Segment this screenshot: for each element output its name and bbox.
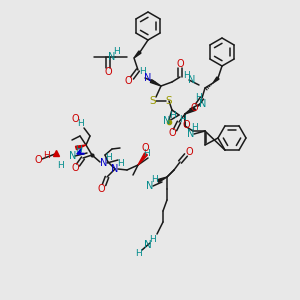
Text: S: S bbox=[150, 96, 156, 106]
Polygon shape bbox=[185, 108, 196, 114]
Text: H: H bbox=[114, 46, 120, 56]
Text: O: O bbox=[124, 76, 132, 86]
Text: N: N bbox=[100, 158, 108, 168]
Polygon shape bbox=[213, 77, 219, 83]
Polygon shape bbox=[150, 80, 161, 86]
Polygon shape bbox=[134, 51, 141, 58]
Text: H: H bbox=[76, 119, 83, 128]
Text: N: N bbox=[146, 181, 154, 191]
Text: N: N bbox=[187, 129, 195, 139]
Text: O: O bbox=[185, 147, 193, 157]
Text: N: N bbox=[108, 52, 116, 62]
Text: H: H bbox=[135, 250, 141, 259]
Text: H: H bbox=[192, 124, 198, 133]
Text: H: H bbox=[44, 151, 50, 160]
Text: H: H bbox=[184, 70, 190, 80]
Text: N: N bbox=[144, 73, 152, 83]
Text: N: N bbox=[69, 151, 77, 161]
Text: O: O bbox=[141, 143, 149, 153]
Text: H: H bbox=[150, 235, 156, 244]
Text: N: N bbox=[144, 240, 152, 250]
Text: H: H bbox=[152, 176, 158, 184]
Text: H: H bbox=[169, 110, 176, 119]
Text: H: H bbox=[140, 68, 146, 76]
Polygon shape bbox=[158, 177, 167, 182]
Text: H: H bbox=[57, 160, 63, 169]
Text: O: O bbox=[71, 163, 79, 173]
Text: S: S bbox=[166, 96, 172, 106]
Text: N: N bbox=[111, 164, 119, 174]
Text: O: O bbox=[168, 128, 176, 138]
Text: O: O bbox=[176, 59, 184, 69]
Text: O: O bbox=[34, 155, 42, 165]
Text: O: O bbox=[104, 67, 112, 77]
Polygon shape bbox=[138, 153, 147, 165]
Text: O: O bbox=[97, 184, 105, 194]
Text: N: N bbox=[199, 99, 207, 109]
Text: O: O bbox=[182, 120, 190, 130]
Text: H: H bbox=[195, 94, 201, 103]
Text: H: H bbox=[75, 146, 81, 154]
Text: H: H bbox=[117, 158, 123, 167]
Polygon shape bbox=[76, 145, 86, 150]
Text: H: H bbox=[178, 115, 185, 124]
Text: H: H bbox=[106, 152, 112, 161]
Text: O: O bbox=[190, 103, 198, 113]
Text: N: N bbox=[163, 116, 171, 126]
Text: O: O bbox=[71, 114, 79, 124]
Text: N: N bbox=[188, 75, 196, 85]
Text: H: H bbox=[144, 148, 150, 158]
